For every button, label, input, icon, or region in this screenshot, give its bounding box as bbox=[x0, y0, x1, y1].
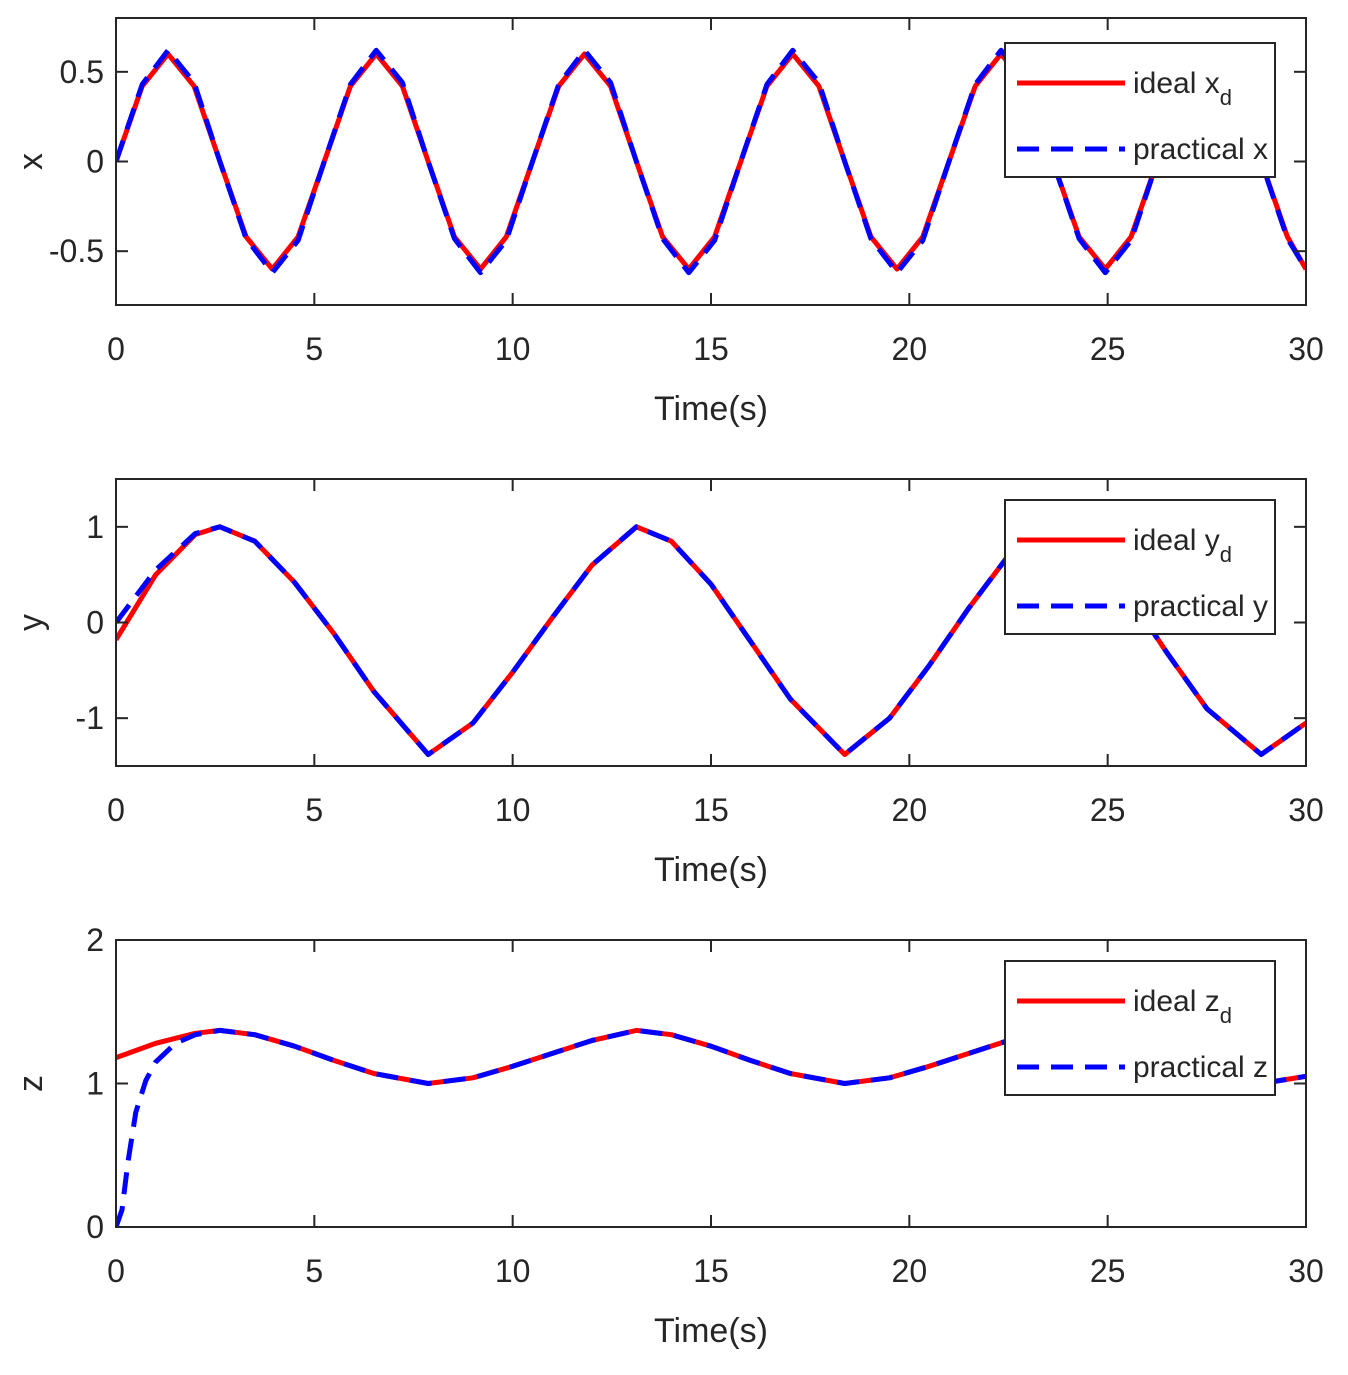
y-axis-label: y bbox=[12, 614, 50, 631]
legend-label-subscript: d bbox=[1220, 542, 1232, 567]
y-tick-label: -1 bbox=[76, 700, 104, 736]
x-tick-label: 30 bbox=[1288, 1253, 1324, 1289]
legend-label-text: ideal y bbox=[1133, 524, 1220, 557]
y-tick-label: 1 bbox=[86, 1066, 104, 1102]
x-tick-label: 0 bbox=[107, 331, 125, 367]
x-tick-label: 20 bbox=[892, 792, 928, 828]
y-tick-label: -0.5 bbox=[49, 233, 104, 269]
legend-box bbox=[1004, 499, 1276, 635]
x-tick-label: 0 bbox=[107, 1253, 125, 1289]
y-tick-label: 2 bbox=[86, 922, 104, 958]
legend-label-ideal: ideal xd bbox=[1133, 67, 1232, 110]
legend-label-text: practical z bbox=[1133, 1051, 1268, 1084]
x-tick-label: 25 bbox=[1090, 1253, 1126, 1289]
x-tick-label: 15 bbox=[693, 1253, 729, 1289]
x-tick-label: 15 bbox=[693, 792, 729, 828]
legend-label-text: practical y bbox=[1133, 590, 1268, 623]
x-tick-label: 5 bbox=[305, 1253, 323, 1289]
x-tick-label: 25 bbox=[1090, 331, 1126, 367]
x-tick-label: 0 bbox=[107, 792, 125, 828]
x-tick-label: 5 bbox=[305, 331, 323, 367]
chart-panel-x: 0 5 10 15 20 25 30 -0.5 0 0.5 Time(s) x ideal xd prac… bbox=[12, 17, 1324, 428]
legend-label-subscript: d bbox=[1220, 1003, 1232, 1028]
legend-label-ideal: ideal yd bbox=[1133, 524, 1232, 567]
y-tick-label: 0.5 bbox=[60, 54, 104, 90]
y-tick-label: 1 bbox=[86, 509, 104, 545]
legend-label-subscript: d bbox=[1220, 85, 1232, 110]
y-tick-label: 0 bbox=[86, 605, 104, 641]
x-tick-label: 5 bbox=[305, 792, 323, 828]
series-line-practical bbox=[116, 47, 1306, 276]
x-tick-label: 10 bbox=[495, 1253, 531, 1289]
chart-panel-z: 0 5 10 15 20 25 30 0 1 2 Time(s) z ideal zd practical… bbox=[12, 922, 1324, 1350]
x-tick-label: 15 bbox=[693, 331, 729, 367]
legend: ideal yd practical y bbox=[1004, 499, 1276, 635]
legend: ideal xd practical x bbox=[1004, 42, 1276, 178]
x-tick-label: 20 bbox=[892, 331, 928, 367]
x-tick-label: 30 bbox=[1288, 792, 1324, 828]
chart-panel-y: 0 5 10 15 20 25 30 -1 0 1 Time(s) y ideal yd practica… bbox=[12, 478, 1324, 889]
legend-label-text: ideal z bbox=[1133, 985, 1220, 1018]
legend-label-practical: practical z bbox=[1133, 1051, 1268, 1084]
y-tick-label: 0 bbox=[86, 144, 104, 180]
x-axis-label: Time(s) bbox=[654, 1312, 768, 1350]
y-axis-label: x bbox=[12, 153, 50, 170]
legend-label-ideal: ideal zd bbox=[1133, 985, 1232, 1028]
x-axis-label: Time(s) bbox=[654, 851, 768, 889]
x-tick-label: 10 bbox=[495, 792, 531, 828]
y-tick-label: 0 bbox=[86, 1209, 104, 1245]
legend: ideal zd practical z bbox=[1004, 960, 1276, 1096]
legend-label-text: practical x bbox=[1133, 133, 1268, 166]
x-tick-label: 20 bbox=[892, 1253, 928, 1289]
legend-box bbox=[1004, 960, 1276, 1096]
x-axis-label: Time(s) bbox=[654, 390, 768, 428]
legend-box bbox=[1004, 42, 1276, 178]
y-axis-label: z bbox=[12, 1075, 50, 1092]
legend-label-text: ideal x bbox=[1133, 67, 1220, 100]
legend-label-practical: practical x bbox=[1133, 133, 1268, 166]
legend-label-practical: practical y bbox=[1133, 590, 1268, 623]
x-tick-label: 25 bbox=[1090, 792, 1126, 828]
series-line-practical bbox=[116, 1027, 1306, 1227]
x-tick-label: 10 bbox=[495, 331, 531, 367]
x-tick-label: 30 bbox=[1288, 331, 1324, 367]
